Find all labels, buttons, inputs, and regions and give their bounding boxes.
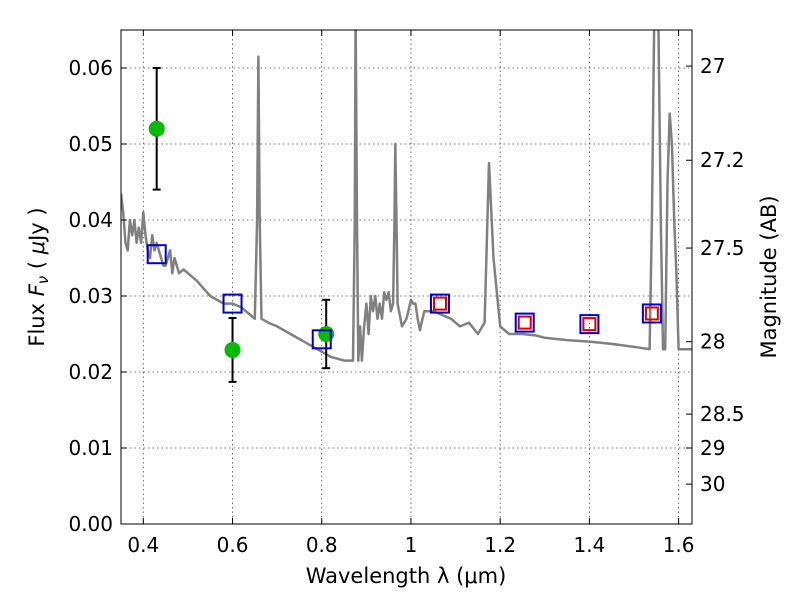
x-tick-label: 1.6	[663, 533, 695, 557]
y2-tick-label: 28	[700, 330, 725, 354]
x-axis-label: Wavelength λ (μm)	[306, 564, 507, 588]
ticks-layer: 0.4 0.6 0.8 1 1.2 1.4 1.6 0.00 0.01 0.02 0.03 0.04 0…	[68, 30, 745, 557]
y-axis-label: Flux Fν ( μJy )	[25, 207, 52, 346]
plot-frame	[120, 29, 693, 525]
y-tick-label: 0.00	[68, 512, 113, 536]
observed-flux-point	[148, 120, 165, 137]
series-layer	[121, 30, 692, 383]
y-tick-label: 0.05	[68, 132, 113, 156]
y-tick-label: 0.04	[68, 208, 113, 232]
model-flux-square	[514, 312, 535, 333]
model-flux-square	[579, 314, 600, 335]
y2-tick-label: 29	[700, 436, 725, 460]
y-tick-label: 0.01	[68, 436, 113, 460]
model-flux-square	[429, 293, 450, 314]
y-tick-label: 0.02	[68, 360, 113, 384]
model-spectrum-line	[121, 30, 692, 362]
alt-flux-square	[644, 306, 659, 321]
alt-flux-square	[582, 317, 597, 332]
observed-flux-point	[224, 341, 241, 358]
x-tick-label: 1.4	[573, 533, 605, 557]
observed-flux-point	[318, 326, 335, 342]
x-tick-label: 1	[405, 533, 418, 557]
model-flux-square	[146, 244, 167, 265]
y-tick-label: 0.03	[68, 284, 113, 308]
grid-lines	[121, 30, 692, 525]
y2-tick-label: 27.2	[700, 148, 745, 172]
y-tick-label: 0.06	[68, 56, 113, 80]
alt-flux-square	[432, 296, 447, 311]
y2-tick-label: 27.5	[700, 236, 745, 260]
alt-flux-square	[517, 315, 532, 330]
y2-axis-label: Magnitude (AB)	[757, 195, 781, 358]
x-tick-label: 1.2	[484, 533, 516, 557]
y2-tick-label: 27	[700, 54, 725, 78]
model-flux-square	[311, 329, 332, 350]
y2-tick-label: 30	[700, 472, 725, 496]
x-tick-label: 0.4	[127, 533, 159, 557]
model-flux-square	[641, 303, 662, 324]
x-tick-label: 0.8	[306, 533, 338, 557]
y2-tick-label: 28.5	[700, 402, 745, 426]
model-flux-square	[222, 293, 243, 314]
x-tick-label: 0.6	[217, 533, 249, 557]
